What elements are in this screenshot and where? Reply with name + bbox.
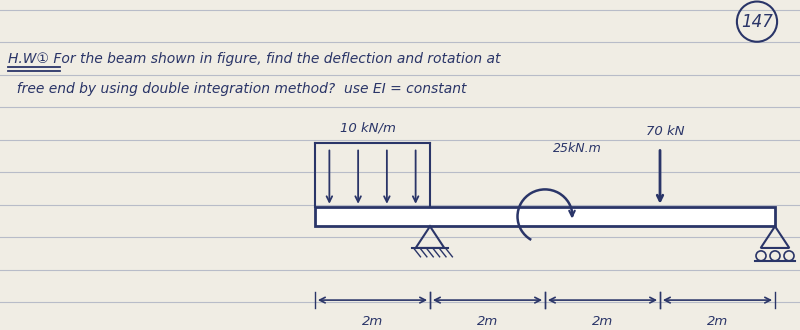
Text: 2m: 2m [707, 315, 728, 328]
Text: 2m: 2m [592, 315, 613, 328]
Text: 70 kN: 70 kN [646, 125, 684, 138]
Text: 25kN.m: 25kN.m [553, 143, 602, 155]
Text: 10 kN/m: 10 kN/m [339, 122, 395, 135]
Text: H.W① For the beam shown in figure, find the deflection and rotation at: H.W① For the beam shown in figure, find … [8, 52, 501, 66]
Text: free end by using double integration method?  use EI = constant: free end by using double integration met… [8, 82, 466, 96]
Bar [315, 207, 775, 226]
Text: 2m: 2m [362, 315, 383, 328]
Text: 2m: 2m [477, 315, 498, 328]
Text: 147: 147 [741, 13, 773, 31]
